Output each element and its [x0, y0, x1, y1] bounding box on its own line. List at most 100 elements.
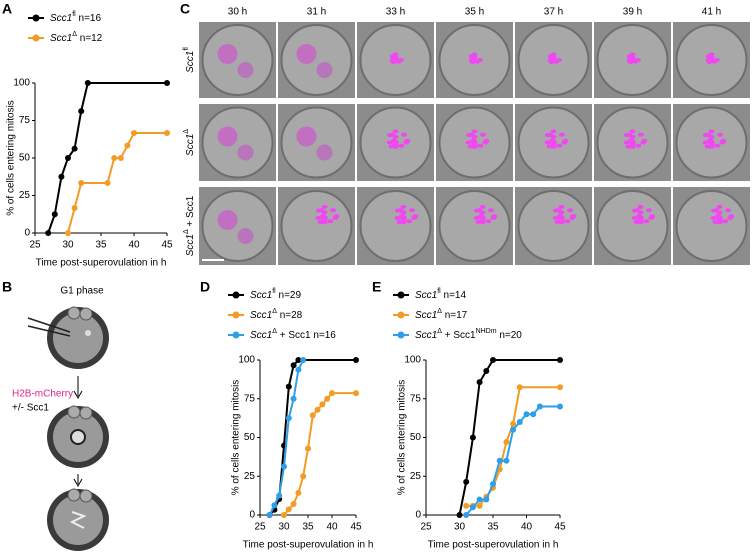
chromatin: [550, 129, 557, 134]
chromatin: [649, 214, 656, 219]
series-line: [268, 359, 356, 516]
data-point: [290, 500, 297, 507]
chromatin: [392, 58, 399, 63]
nucleus: [217, 126, 238, 147]
time-label: 41 h: [702, 7, 721, 18]
data-point: [104, 180, 111, 187]
oocyte: [53, 313, 103, 363]
data-point: [295, 366, 302, 373]
chromatin: [556, 143, 563, 148]
x-tick-label: 25: [29, 240, 41, 251]
oocyte: [280, 24, 353, 96]
chromatin: [465, 140, 472, 145]
chromatin: [479, 132, 486, 137]
image-row: [199, 104, 750, 181]
chromatin: [392, 144, 399, 149]
image-row: [199, 187, 750, 265]
data-point: [124, 142, 131, 149]
text-part: Δ: [183, 229, 190, 234]
nucleus: [237, 62, 254, 78]
data-point: [305, 445, 311, 452]
data-point: [463, 502, 470, 509]
oocyte: [201, 190, 274, 262]
data-point: [281, 463, 287, 470]
chromatin: [412, 214, 419, 219]
legend-label: Scc1fl n=14: [415, 288, 466, 300]
diagram: G1 phase H2B-mCherry +/- Scc1: [12, 286, 109, 551]
oocyte: [517, 190, 590, 262]
chromatin: [564, 219, 571, 224]
chromatin: [544, 140, 551, 145]
text-part: Scc1: [50, 13, 72, 24]
text-part: NHDm: [476, 328, 497, 335]
y-axis-title: % of cells entering mitosis: [6, 100, 17, 216]
chromatin: [641, 138, 648, 143]
x-tick-label: 40: [326, 522, 338, 533]
data-point: [51, 211, 58, 218]
text-part: fl: [72, 11, 76, 18]
text-part: + Scc1 n=16: [277, 330, 336, 341]
chromatin: [555, 58, 562, 62]
data-point: [516, 419, 523, 425]
time-label: 39 h: [623, 7, 642, 18]
chromatin: [634, 208, 641, 213]
data-point: [71, 204, 78, 211]
data-point: [476, 379, 483, 386]
time-label: 30 h: [228, 7, 247, 18]
chromatin: [637, 220, 644, 225]
text-part: fl: [437, 288, 441, 295]
text-part: Δ: [272, 308, 277, 315]
data-point: [476, 496, 483, 503]
row-label: Scc1fl: [183, 47, 195, 73]
nucleus: [296, 44, 317, 64]
legend-label: Scc1fl n=29: [250, 288, 301, 300]
text-part: Δ: [272, 328, 277, 335]
data-point: [523, 411, 530, 418]
chromatin: [400, 220, 407, 225]
y-tick-label: 50: [244, 432, 256, 443]
chromatin: [389, 132, 396, 137]
data-point: [78, 180, 85, 187]
legend-marker: [32, 14, 40, 22]
data-point: [456, 512, 463, 518]
legend-marker: [232, 291, 240, 299]
chromatin: [708, 144, 715, 149]
chromatin: [710, 216, 717, 220]
data-point: [290, 395, 297, 402]
time-label: 35 h: [465, 7, 484, 18]
text-part: Δ: [183, 129, 190, 134]
chromatin: [468, 132, 475, 137]
legend-label: Scc1Δ n=17: [415, 308, 468, 320]
data-point: [353, 357, 359, 363]
y-tick-label: 50: [19, 153, 31, 164]
x-tick-label: 40: [128, 240, 140, 251]
y-tick-label: 25: [244, 471, 256, 482]
data-point: [117, 155, 124, 161]
stage-label: G1 phase: [60, 286, 104, 297]
panel-label: C: [180, 1, 190, 17]
chromatin: [491, 214, 498, 219]
chromatin: [626, 132, 633, 137]
chromatin: [468, 54, 475, 59]
data-point: [164, 80, 170, 86]
panel-label: E: [372, 279, 381, 295]
chromatin: [476, 58, 483, 62]
oocyte: [201, 106, 274, 179]
row-label: Scc1Δ + Scc1: [183, 195, 195, 256]
oocyte: [438, 190, 511, 262]
text-part: Scc1: [250, 330, 272, 341]
text-part: n=20: [497, 330, 523, 341]
chromatin: [555, 208, 562, 213]
text-part: n=12: [77, 33, 103, 44]
chromatin: [708, 140, 715, 145]
chromatin: [722, 219, 729, 224]
chromatin: [483, 138, 490, 143]
chromatin: [645, 208, 652, 213]
x-tick-label: 35: [487, 522, 499, 533]
legend-label: Scc1Δ n=12: [50, 31, 103, 43]
legend-label: Scc1Δ + Scc1NHDm n=20: [415, 328, 522, 340]
x-tick-label: 45: [554, 522, 566, 533]
polar-body: [67, 306, 81, 320]
chromatin: [406, 219, 413, 224]
data-point: [483, 368, 490, 375]
